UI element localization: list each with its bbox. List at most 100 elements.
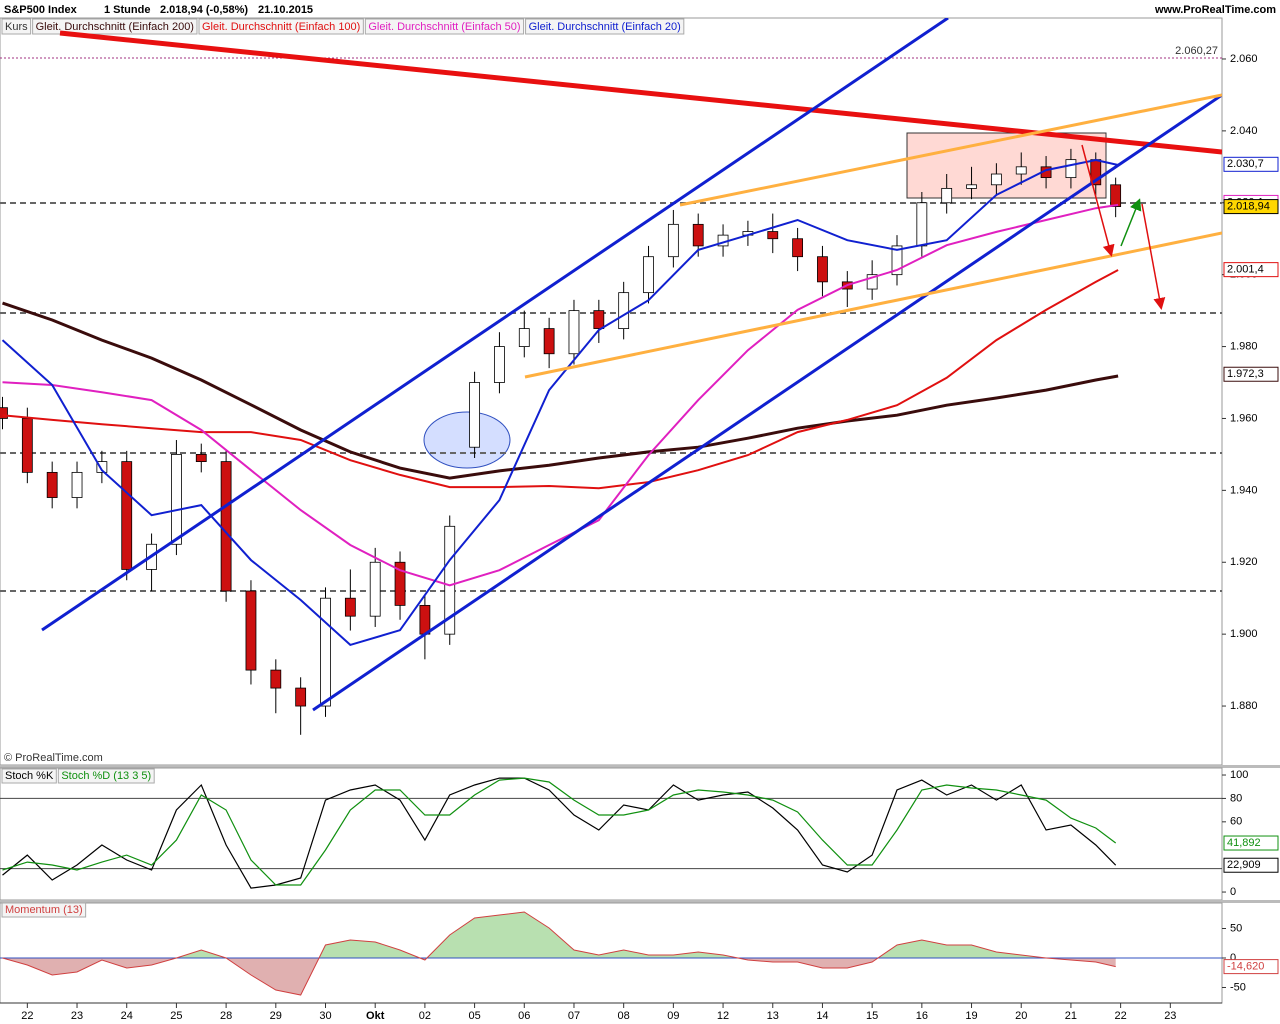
momentum-line — [2, 911, 1116, 996]
arrow-down — [1141, 203, 1166, 310]
candle-body — [121, 461, 133, 570]
trend-lines — [41, 18, 1222, 712]
candle-body — [270, 669, 282, 689]
x-tick-label: 29 — [270, 1010, 282, 1022]
x-tick-label: 02 — [419, 1010, 431, 1022]
y-tick-label: 0 — [1230, 952, 1236, 964]
panel-separator — [0, 900, 1280, 903]
x-tick-label: 23 — [71, 1010, 83, 1022]
value-box — [1223, 959, 1279, 975]
candle-body — [1110, 184, 1122, 207]
value-box-label: 41,892 — [1227, 837, 1261, 849]
x-tick-label: 23 — [1164, 1010, 1176, 1022]
candle-body — [866, 274, 878, 290]
candle-body — [320, 597, 331, 707]
legend-box — [198, 18, 364, 35]
x-tick-label: 15 — [866, 1010, 878, 1022]
value-box-label: 1.972,3 — [1227, 368, 1264, 380]
x-tick-label: 16 — [916, 1010, 928, 1022]
candle-body — [96, 461, 108, 473]
y-tick-label: 1.960 — [1230, 412, 1258, 424]
y-tick-label: 60 — [1230, 816, 1242, 828]
candle-body — [21, 418, 33, 473]
moving-average — [2, 269, 1119, 490]
date: 21.10.2015 — [258, 4, 313, 16]
value-box — [1223, 857, 1279, 873]
legend-box — [32, 18, 198, 35]
orange-lower — [524, 231, 1222, 379]
x-tick-label: 06 — [518, 1010, 530, 1022]
legend-box — [525, 18, 685, 35]
value-box-label: -14,620 — [1227, 961, 1264, 973]
value-box-label: 2.030,7 — [1227, 158, 1264, 170]
legend-box — [57, 768, 155, 784]
y-tick-label: 1.980 — [1230, 340, 1258, 352]
value-box-label: 22,909 — [1227, 859, 1261, 871]
legend-label: Gleit. Durchschnitt (Einfach 200) — [36, 21, 194, 33]
candle-body — [195, 454, 207, 462]
legend-label: Kurs — [5, 21, 28, 33]
x-tick-label: 28 — [220, 1010, 232, 1022]
x-tick-label: 09 — [667, 1010, 679, 1022]
candle-body — [891, 245, 903, 276]
orange-upper — [679, 93, 1222, 207]
y-tick-label: 100 — [1230, 769, 1248, 781]
candle-body — [667, 223, 679, 258]
candle-body — [369, 561, 381, 617]
legend-label: Gleit. Durchschnitt (Einfach 100) — [202, 21, 360, 33]
candle-body — [444, 525, 456, 635]
x-tick-label: 25 — [170, 1010, 182, 1022]
chart-title: S&P500 Index — [4, 4, 78, 16]
candle-body — [1065, 159, 1077, 179]
legend-box — [1, 768, 57, 784]
candle-body — [245, 590, 257, 671]
x-tick-label: 05 — [468, 1010, 480, 1022]
y-tick-label: 2.060 — [1230, 53, 1258, 65]
legend-label: Momentum (13) — [5, 904, 83, 916]
candle-body — [941, 187, 953, 204]
candle-body — [792, 238, 804, 258]
x-tick-label: 20 — [1015, 1010, 1027, 1022]
quote: 2.018,94 (-0,58%) — [160, 4, 248, 16]
value-box — [1223, 835, 1279, 851]
value-box — [1223, 262, 1279, 278]
candle-body — [966, 184, 977, 189]
x-tick-label: 22 — [1114, 1010, 1126, 1022]
y-tick-label: 1.920 — [1230, 556, 1258, 568]
x-tick-label: 14 — [816, 1010, 828, 1022]
candle-body — [220, 461, 232, 592]
panel-separator — [0, 765, 1280, 768]
y-tick-label: 50 — [1230, 922, 1242, 934]
x-tick-label: 08 — [618, 1010, 630, 1022]
candle-body — [618, 292, 630, 329]
candle-body — [394, 561, 406, 606]
candle-body — [344, 597, 356, 617]
legend-label: Stoch %D (13 3 5) — [61, 770, 151, 782]
value-box — [1223, 366, 1279, 382]
legend-label: Gleit. Durchschnitt (Einfach 50) — [368, 21, 520, 33]
moving-average — [1, 158, 1119, 647]
candle-body — [518, 328, 530, 347]
candle-body — [171, 454, 182, 545]
y-tick-label: 1.940 — [1230, 484, 1258, 496]
candle-body — [767, 231, 779, 240]
candle-body — [643, 256, 654, 294]
value-box — [1223, 199, 1279, 215]
candle-body — [419, 604, 431, 635]
y-tick-label: 80 — [1230, 792, 1242, 804]
x-tick-label: 13 — [767, 1010, 779, 1022]
x-tick-label: 21 — [1065, 1010, 1077, 1022]
value-box-label: 2.001,4 — [1227, 264, 1264, 276]
value-box-label: 2.018,94 — [1227, 200, 1270, 212]
source: www.ProRealTime.com — [1154, 4, 1276, 16]
arrow-up — [1120, 198, 1142, 247]
annotations — [0, 132, 1222, 592]
value-box — [1223, 156, 1279, 172]
momentum-area-negative — [2, 957, 1116, 995]
x-tick-label: 22 — [21, 1010, 33, 1022]
x-tick-label: 07 — [568, 1010, 580, 1022]
legend-box — [1, 18, 32, 35]
candle-body — [692, 223, 704, 247]
